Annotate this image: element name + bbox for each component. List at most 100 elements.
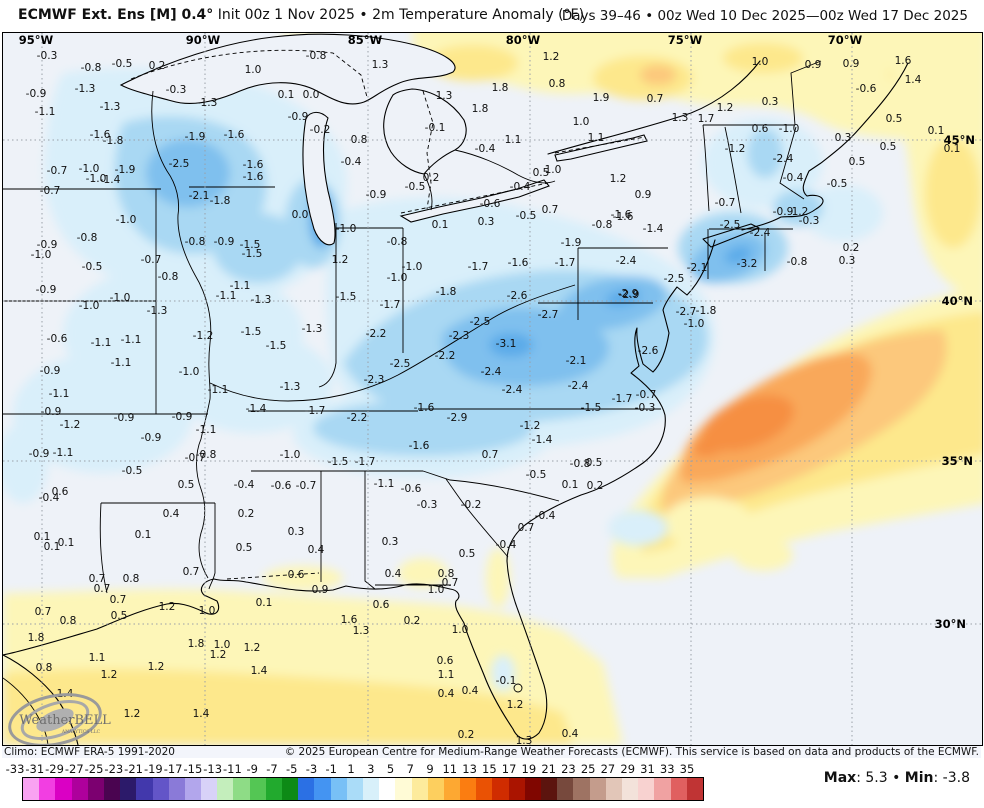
svg-text:45°N: 45°N xyxy=(944,133,975,147)
svg-text:-2.5: -2.5 xyxy=(720,219,741,231)
svg-text:-2.5: -2.5 xyxy=(664,273,685,285)
svg-text:-1.3: -1.3 xyxy=(251,294,272,306)
svg-text:0.4: 0.4 xyxy=(462,685,479,697)
svg-text:-1.0: -1.0 xyxy=(336,223,357,235)
svg-text:0.4: 0.4 xyxy=(438,688,455,700)
svg-text:0.7: 0.7 xyxy=(647,93,664,105)
svg-text:0.5: 0.5 xyxy=(533,167,550,179)
colorbar-tick: 13 xyxy=(462,762,477,776)
colorbar-ticks: -33 -31 -29 -27 -25 -23 -21 -19 -17 -15 -13 -11 -9 -7… xyxy=(0,762,720,776)
svg-text:1.0: 1.0 xyxy=(752,56,769,68)
colorbar-segment xyxy=(330,778,347,800)
svg-text:-0.7: -0.7 xyxy=(47,165,68,177)
svg-text:-0.3: -0.3 xyxy=(37,50,58,62)
svg-text:-1.5: -1.5 xyxy=(241,326,262,338)
svg-text:1.2: 1.2 xyxy=(717,102,734,114)
colorbar-segment xyxy=(233,778,250,800)
svg-text:1.3: 1.3 xyxy=(436,90,453,102)
svg-text:-0.9: -0.9 xyxy=(26,88,47,100)
svg-text:-0.5: -0.5 xyxy=(526,469,547,481)
svg-text:-2.5: -2.5 xyxy=(169,158,190,170)
colorbar-tick: -19 xyxy=(143,762,163,776)
colorbar-segment xyxy=(136,778,153,800)
svg-text:80°W: 80°W xyxy=(506,33,541,47)
svg-text:0.5: 0.5 xyxy=(849,156,866,168)
lake-michigan xyxy=(302,111,336,246)
svg-text:-0.5: -0.5 xyxy=(112,58,133,70)
svg-text:0.3: 0.3 xyxy=(288,526,305,538)
colorbar-segment xyxy=(589,778,606,800)
colorbar-tick: 5 xyxy=(386,762,395,776)
svg-text:1.4: 1.4 xyxy=(905,74,922,86)
svg-text:1.2: 1.2 xyxy=(507,699,524,711)
valid-time-range: Days 39–46 • 00z Wed 10 Dec 2025—00z Wed… xyxy=(561,8,968,24)
svg-text:-1.8: -1.8 xyxy=(210,195,231,207)
colorbar-segment xyxy=(573,778,590,800)
svg-text:-1.3: -1.3 xyxy=(147,305,168,317)
svg-text:-0.4: -0.4 xyxy=(783,172,804,184)
svg-text:0.2: 0.2 xyxy=(423,172,440,184)
svg-text:0.1: 0.1 xyxy=(44,541,61,553)
svg-text:-2.9: -2.9 xyxy=(618,288,639,300)
svg-text:-1.2: -1.2 xyxy=(193,330,214,342)
svg-text:-1.9: -1.9 xyxy=(115,164,136,176)
svg-text:-0.9: -0.9 xyxy=(37,239,58,251)
svg-text:-0.9: -0.9 xyxy=(214,236,235,248)
svg-text:-0.6: -0.6 xyxy=(856,83,877,95)
colorbar-segment xyxy=(379,778,396,800)
svg-text:-2.4: -2.4 xyxy=(616,255,637,267)
svg-text:-1.6: -1.6 xyxy=(611,209,632,221)
svg-text:-0.9: -0.9 xyxy=(41,406,62,418)
svg-text:-0.8: -0.8 xyxy=(787,256,808,268)
svg-text:-1.3: -1.3 xyxy=(100,101,121,113)
svg-text:1.3: 1.3 xyxy=(516,735,533,745)
svg-text:-2.7: -2.7 xyxy=(676,306,697,318)
svg-text:-0.3: -0.3 xyxy=(166,84,187,96)
svg-text:-2.9: -2.9 xyxy=(447,412,468,424)
colorbar-tick: 15 xyxy=(482,762,497,776)
svg-text:0.2: 0.2 xyxy=(843,242,860,254)
svg-text:-0.8: -0.8 xyxy=(387,236,408,248)
svg-text:1.4: 1.4 xyxy=(193,708,210,720)
svg-text:1.8: 1.8 xyxy=(472,103,489,115)
svg-text:0.8: 0.8 xyxy=(123,573,140,585)
svg-text:1.0: 1.0 xyxy=(428,584,445,596)
svg-text:1.1: 1.1 xyxy=(438,669,455,681)
svg-text:-3.2: -3.2 xyxy=(737,258,758,270)
svg-text:-1.7: -1.7 xyxy=(555,257,576,269)
svg-text:0.2: 0.2 xyxy=(149,60,166,72)
colorbar-tick: 19 xyxy=(521,762,537,776)
svg-text:40°N: 40°N xyxy=(942,294,973,308)
svg-text:-0.4: -0.4 xyxy=(475,143,496,155)
svg-text:0.6: 0.6 xyxy=(437,655,454,667)
svg-text:-1.6: -1.6 xyxy=(243,171,264,183)
svg-text:0.3: 0.3 xyxy=(839,255,856,267)
svg-text:-2.1: -2.1 xyxy=(687,262,708,274)
svg-text:-0.3: -0.3 xyxy=(635,402,656,414)
svg-text:-0.6: -0.6 xyxy=(271,480,292,492)
svg-text:-1.1: -1.1 xyxy=(91,337,112,349)
svg-text:0.7: 0.7 xyxy=(89,573,106,585)
svg-text:-1.0: -1.0 xyxy=(387,272,408,284)
svg-text:-1.5: -1.5 xyxy=(336,291,357,303)
svg-text:-0.7: -0.7 xyxy=(636,389,657,401)
svg-text:-0.8: -0.8 xyxy=(196,449,217,461)
svg-text:1.1: 1.1 xyxy=(89,652,106,664)
svg-text:0.1: 0.1 xyxy=(34,531,51,543)
svg-text:-0.8: -0.8 xyxy=(592,219,613,231)
svg-text:0.1: 0.1 xyxy=(278,89,295,101)
svg-text:0.9: 0.9 xyxy=(843,58,860,70)
colorbar-tick: 31 xyxy=(640,762,655,776)
svg-text:-1.7: -1.7 xyxy=(305,405,326,417)
colorbar-segment xyxy=(541,778,558,800)
color-scale-legend: -33 -31 -29 -27 -25 -23 -21 -19 -17 -15 -13 -11 -9 -7… xyxy=(0,758,984,808)
svg-text:-0.4: -0.4 xyxy=(535,510,556,522)
svg-text:-2.6: -2.6 xyxy=(638,345,659,357)
svg-text:0.7: 0.7 xyxy=(482,449,499,461)
svg-text:-1.7: -1.7 xyxy=(355,456,376,468)
svg-text:-1.1: -1.1 xyxy=(35,106,56,118)
svg-text:-1.2: -1.2 xyxy=(60,419,81,431)
svg-text:0.6: 0.6 xyxy=(373,599,390,611)
svg-text:-0.2: -0.2 xyxy=(461,499,482,511)
svg-text:1.2: 1.2 xyxy=(610,173,627,185)
